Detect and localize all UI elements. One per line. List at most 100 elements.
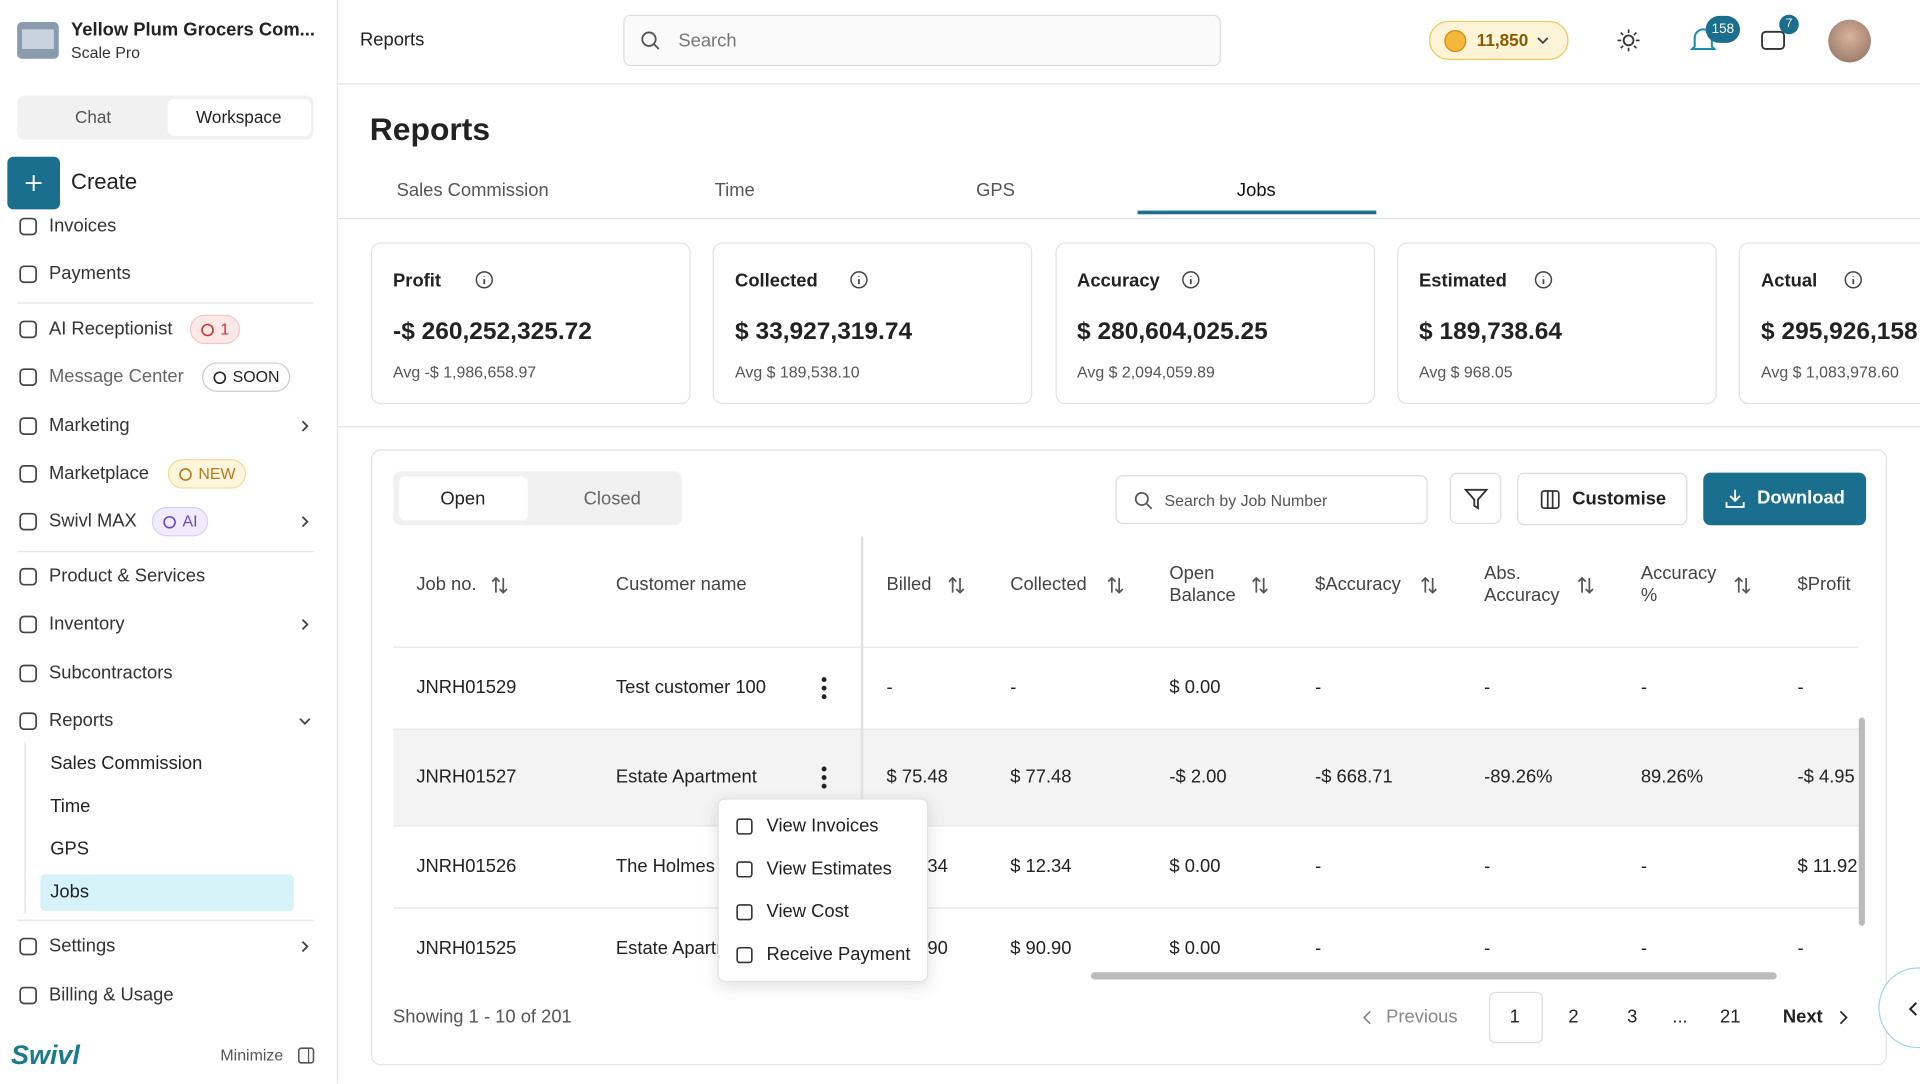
toggle-option[interactable]: Closed (583, 488, 641, 510)
column-header[interactable]: Abs. Accuracy (1484, 563, 1560, 607)
icon-part (19, 320, 37, 339)
tab[interactable]: Workspace (196, 107, 282, 127)
column-header[interactable]: Collected (1010, 574, 1087, 596)
nav-item[interactable]: Swivl MAX (48, 510, 137, 532)
chevron-left (1908, 1002, 1918, 1016)
toggle-option[interactable]: Open (440, 488, 486, 510)
filter-button[interactable] (1449, 472, 1502, 525)
icon-part (19, 937, 37, 956)
nav-item[interactable]: Marketplace (48, 462, 150, 484)
minimize-icon (297, 1047, 315, 1064)
pagination-next[interactable]: Next (1782, 1006, 1823, 1028)
nav-item[interactable]: Product & Services (48, 565, 206, 587)
sub-nav-item[interactable]: Sales Commission (50, 753, 203, 774)
download-button[interactable]: Download (1703, 472, 1867, 526)
page-number[interactable]: 3 (1627, 1006, 1638, 1028)
search-input[interactable]: Search (623, 14, 1221, 67)
report-tab[interactable]: Sales Commission (396, 180, 549, 201)
sort-icon (1421, 576, 1437, 594)
sub-nav-item[interactable]: GPS (50, 838, 90, 860)
metric-card: Estimated $ 189,738.64 Avg $ 968.05 (1397, 242, 1717, 405)
info-icon (1534, 271, 1553, 289)
icon-part (1252, 576, 1268, 594)
page-number[interactable]: 1 (1509, 1006, 1520, 1028)
column-header[interactable]: $Profit (1797, 574, 1851, 596)
tab[interactable]: Chat (74, 107, 112, 127)
chevron-icon (301, 420, 309, 432)
page-number[interactable]: 21 (1719, 1006, 1741, 1028)
job-search[interactable]: Search by Job Number (1115, 475, 1428, 525)
row-border (393, 646, 1859, 648)
nav-item[interactable]: Settings (48, 935, 116, 957)
column-header[interactable]: Job no. (416, 574, 477, 596)
row-link[interactable]: Test customer 100 (615, 677, 766, 698)
nav-item[interactable]: Inventory (48, 613, 125, 635)
pagination-previous[interactable]: Previous (1386, 1006, 1458, 1028)
minimize-button[interactable]: Minimize (220, 1045, 284, 1065)
nav-item[interactable]: Subcontractors (48, 662, 173, 684)
icon-part (19, 217, 37, 236)
column-header[interactable]: Accuracy % (1640, 563, 1717, 607)
menu-item[interactable]: Receive Payment (766, 944, 911, 965)
card-value: $ 189,738.64 (1419, 318, 1563, 346)
nav-icon (19, 937, 37, 956)
icon-part (19, 712, 37, 731)
nav-item[interactable]: Billing & Usage (48, 984, 174, 1006)
sub-nav-item[interactable]: Jobs (50, 881, 90, 903)
row-link[interactable]: JNRH01526 (416, 855, 517, 877)
row-border (393, 728, 1859, 730)
page-number[interactable]: ... (1672, 1006, 1688, 1028)
nav-item[interactable]: Payments (48, 263, 131, 285)
row-border (393, 825, 1859, 827)
cell: 89.26% (1640, 766, 1704, 788)
badge: NEW (167, 459, 247, 489)
icon-part (850, 271, 869, 289)
row-link[interactable]: The Holmes (615, 855, 715, 877)
column-header[interactable]: Billed (886, 574, 932, 596)
create-button[interactable] (7, 156, 61, 210)
icon-part (476, 271, 494, 289)
header-border (337, 83, 1920, 85)
card-average: Avg -$ 1,986,658.97 (393, 362, 537, 382)
menu-icon (736, 818, 753, 835)
nav-item[interactable]: Message Center (48, 366, 184, 387)
card-label: Collected (735, 270, 818, 292)
notification-badge: 158 (1705, 15, 1741, 43)
info-icon (850, 271, 869, 289)
active-tab-underline (1137, 210, 1377, 215)
icon-part (736, 818, 753, 835)
card-label: Estimated (1419, 270, 1507, 292)
menu-item[interactable]: View Estimates (766, 858, 892, 880)
avatar[interactable] (1828, 19, 1872, 63)
nav-item[interactable]: Invoices (48, 215, 117, 237)
icon-part (19, 615, 37, 634)
report-tab[interactable]: GPS (976, 180, 1015, 201)
row-link[interactable]: JNRH01525 (416, 937, 517, 959)
row-link[interactable]: JNRH01527 (416, 766, 517, 788)
company-logo (17, 22, 59, 59)
report-tab[interactable]: Jobs (1236, 180, 1276, 201)
cell: - (1797, 677, 1804, 698)
create-label[interactable]: Create (71, 169, 138, 194)
report-tab[interactable]: Time (714, 180, 755, 201)
sub-nav-item[interactable]: Time (50, 795, 91, 817)
points-pill[interactable]: 11,850 (1428, 20, 1569, 61)
icon-part (1146, 503, 1153, 510)
icon-part (1844, 271, 1862, 289)
cell: - (1484, 855, 1491, 877)
nav-item[interactable]: Marketing (48, 415, 130, 436)
row-link[interactable]: Estate Apartment (615, 766, 757, 788)
row-link[interactable]: JNRH01529 (416, 677, 517, 698)
menu-item[interactable]: View Invoices (766, 815, 879, 837)
logo: Swivl (11, 1039, 80, 1070)
customise-button[interactable]: Customise (1517, 472, 1688, 526)
nav-item[interactable]: AI Receptionist (48, 318, 173, 340)
icon-part (19, 664, 37, 683)
nav-item[interactable]: Reports (48, 710, 114, 732)
page-number[interactable]: 2 (1568, 1006, 1579, 1028)
column-header[interactable]: Open Balance (1169, 563, 1236, 607)
menu-item[interactable]: View Cost (766, 901, 849, 923)
chevron-icon (1537, 37, 1549, 45)
column-header[interactable]: $Accuracy (1315, 574, 1401, 596)
current-page (1488, 991, 1543, 1044)
